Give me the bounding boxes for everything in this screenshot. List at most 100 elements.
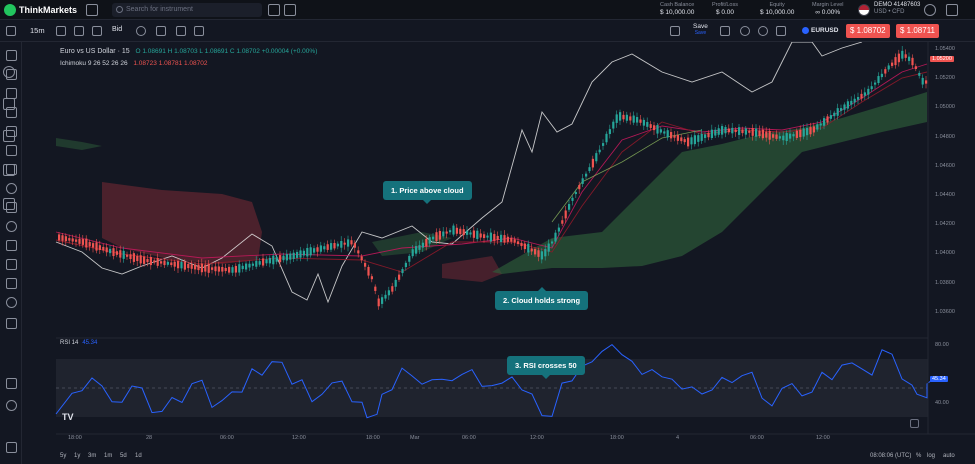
news-icon[interactable]: [3, 198, 15, 210]
fullscreen-icon[interactable]: [776, 26, 786, 36]
cross-icon[interactable]: [6, 378, 17, 389]
candle-body: [364, 262, 367, 267]
scale-percent[interactable]: %: [916, 453, 922, 459]
chart-canvas[interactable]: [22, 42, 975, 464]
candle-body: [874, 82, 877, 85]
redo-icon[interactable]: [194, 26, 204, 36]
range-1m[interactable]: 1m: [104, 453, 113, 459]
pencil-lock-icon[interactable]: [6, 259, 17, 270]
range-1d[interactable]: 1d: [135, 453, 142, 459]
candle-body: [449, 230, 452, 233]
candle-body: [761, 129, 764, 139]
widgets-icon[interactable]: [284, 4, 296, 16]
timeframe-button[interactable]: 15m: [30, 26, 45, 35]
globe-icon[interactable]: [3, 66, 15, 78]
candle-body: [340, 241, 343, 248]
calendar-icon[interactable]: [3, 130, 15, 142]
trash-icon[interactable]: [6, 318, 17, 329]
lock-icon[interactable]: [6, 278, 17, 289]
window-icon[interactable]: [670, 26, 680, 36]
candle-body: [717, 128, 720, 135]
pane-settings-icon[interactable]: [910, 419, 919, 428]
candle-body: [768, 130, 771, 140]
help-icon[interactable]: [924, 4, 936, 16]
price-type-button[interactable]: Bid: [112, 26, 123, 33]
range-5y[interactable]: 5y: [60, 453, 67, 459]
chart-area[interactable]: Euro vs US Dollar · 15 O 1.08691 H 1.087…: [22, 42, 975, 464]
candle-body: [496, 235, 499, 240]
scale-auto[interactable]: auto: [943, 453, 955, 459]
candle-body: [857, 97, 860, 100]
rectangle-icon[interactable]: [6, 145, 17, 156]
ruler-icon[interactable]: [6, 202, 17, 213]
undo-icon[interactable]: [176, 26, 186, 36]
price-axis-label: 1.03800: [935, 279, 955, 286]
theme-icon[interactable]: [6, 400, 17, 411]
candle-body: [840, 108, 843, 111]
candle-body: [241, 265, 244, 270]
alert-icon[interactable]: [156, 26, 166, 36]
candle-body: [846, 101, 849, 109]
candle-body: [224, 267, 227, 272]
logout-icon[interactable]: [6, 442, 17, 453]
candle-body: [670, 132, 673, 139]
candle-body: [700, 133, 703, 141]
symbol-button[interactable]: EURUSD: [802, 27, 838, 34]
scale-log[interactable]: log: [927, 453, 936, 459]
fib-icon[interactable]: [6, 126, 17, 137]
templates-icon[interactable]: [92, 26, 102, 36]
demo-account[interactable]: DEMO 41487603 USD • CFD: [874, 2, 921, 15]
settings-icon[interactable]: [758, 26, 768, 36]
candle-body: [738, 127, 741, 135]
rsi-current-label: 45.34: [930, 376, 948, 382]
time-axis-label: Mar: [410, 435, 420, 441]
menu-icon[interactable]: [946, 4, 958, 16]
grid-icon[interactable]: [268, 4, 280, 16]
eye-icon[interactable]: [6, 297, 17, 308]
candle-body: [819, 123, 822, 126]
candle-body: [789, 133, 792, 139]
candle-body: [71, 238, 74, 242]
candle-body: [595, 153, 598, 162]
chart-panel-icon[interactable]: [6, 26, 16, 36]
pitchfork-icon[interactable]: [6, 107, 17, 118]
candle-body: [360, 256, 363, 261]
range-1y[interactable]: 1y: [74, 453, 81, 459]
zoom-icon[interactable]: [740, 26, 750, 36]
chart-type-icon[interactable]: [4, 30, 16, 42]
add-icon[interactable]: [136, 26, 146, 36]
candle-body: [547, 243, 550, 252]
candle-body: [262, 258, 265, 266]
candle-body: [578, 185, 581, 190]
candle-body: [445, 231, 448, 234]
candle-body: [109, 248, 112, 254]
time-axis-label: 28: [146, 435, 153, 441]
candle-body: [792, 134, 795, 137]
candle-body: [517, 241, 520, 245]
candle-body: [598, 149, 601, 153]
magnet-icon[interactable]: [6, 240, 17, 251]
sell-button[interactable]: $ 1.08702: [846, 24, 890, 38]
time-axis-label: 06:00: [750, 435, 764, 441]
candle-body: [381, 297, 384, 304]
candle-body: [98, 245, 101, 251]
crosshair-icon[interactable]: [6, 50, 17, 61]
buy-button[interactable]: $ 1.08711: [896, 24, 939, 38]
zoom-in-icon[interactable]: [6, 221, 17, 232]
save-button[interactable]: Save Save: [693, 23, 708, 36]
signal-icon[interactable]: [3, 98, 15, 110]
fx-indicators-icon[interactable]: [74, 26, 84, 36]
dropdown-icon[interactable]: [720, 26, 730, 36]
dumbbell-icon[interactable]: [3, 164, 15, 176]
candle-body: [231, 267, 234, 273]
search-input[interactable]: Search for instrument: [112, 3, 262, 17]
candle-body: [221, 266, 224, 272]
range-5d[interactable]: 5d: [120, 453, 127, 459]
brand-logo[interactable]: ThinkMarkets: [4, 4, 77, 16]
emoji-icon[interactable]: [6, 183, 17, 194]
layout-icon[interactable]: [86, 4, 98, 16]
candles-icon[interactable]: [56, 26, 66, 36]
price-axis-label: 1.04400: [935, 192, 955, 198]
range-3m[interactable]: 3m: [88, 453, 97, 459]
candle-body: [571, 197, 574, 201]
